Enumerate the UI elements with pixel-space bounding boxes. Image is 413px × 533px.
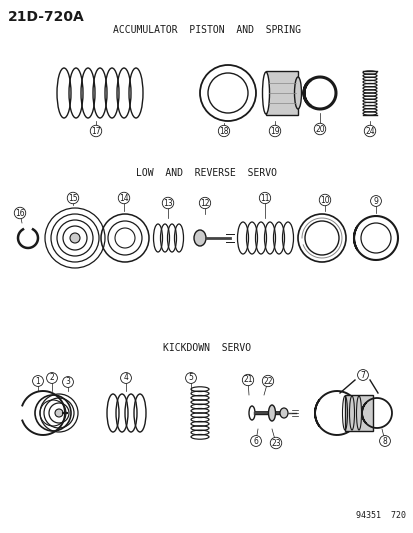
Text: 94351  720: 94351 720 [355, 511, 405, 520]
Ellipse shape [279, 408, 287, 418]
Circle shape [70, 233, 80, 243]
Text: LOW  AND  REVERSE  SERVO: LOW AND REVERSE SERVO [136, 168, 277, 178]
Text: ACCUMULATOR  PISTON  AND  SPRING: ACCUMULATOR PISTON AND SPRING [113, 25, 300, 35]
Text: 5: 5 [188, 374, 193, 383]
Ellipse shape [194, 230, 206, 246]
Text: 6: 6 [253, 437, 258, 446]
Bar [344, 395, 372, 431]
Text: 14: 14 [119, 193, 128, 203]
Ellipse shape [268, 405, 275, 421]
Text: 18: 18 [219, 126, 228, 135]
Circle shape [55, 409, 63, 417]
Ellipse shape [262, 72, 269, 114]
Text: 24: 24 [364, 126, 374, 135]
Text: 8: 8 [382, 437, 387, 446]
Text: 3: 3 [65, 377, 70, 386]
Text: KICKDOWN  SERVO: KICKDOWN SERVO [163, 343, 250, 353]
Text: 23: 23 [271, 439, 280, 448]
Text: 10: 10 [319, 196, 329, 205]
Text: 1: 1 [36, 376, 40, 385]
Text: 17: 17 [91, 126, 101, 135]
Bar [266, 71, 297, 115]
Text: 21: 21 [243, 376, 252, 384]
Text: 16: 16 [15, 208, 25, 217]
Text: 20: 20 [314, 125, 324, 133]
Text: 13: 13 [163, 198, 172, 207]
Text: 9: 9 [373, 197, 377, 206]
Ellipse shape [294, 77, 301, 109]
Text: 11: 11 [260, 193, 269, 203]
Text: 4: 4 [123, 374, 128, 383]
Text: 19: 19 [270, 126, 279, 135]
Text: 12: 12 [200, 198, 209, 207]
Text: 15: 15 [68, 193, 78, 203]
Text: 21D-720A: 21D-720A [8, 10, 85, 24]
Text: 2: 2 [50, 374, 54, 383]
Text: 7: 7 [360, 370, 365, 379]
Text: 22: 22 [263, 376, 272, 385]
